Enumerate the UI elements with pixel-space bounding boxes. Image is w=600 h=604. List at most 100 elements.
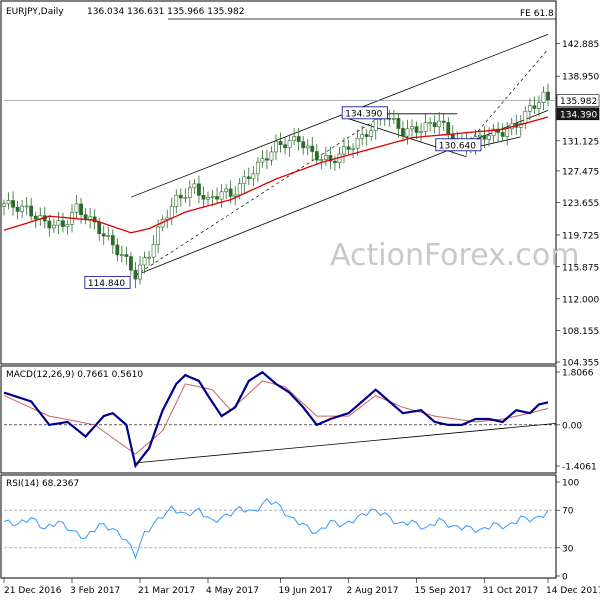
- rsi-layer: [3, 498, 556, 560]
- candle: [115, 244, 120, 256]
- macd-tick-label: 1.8066: [562, 369, 594, 379]
- candle: [328, 155, 333, 162]
- x-tick-label: 31 Oct 2017: [483, 586, 539, 596]
- candle: [546, 91, 550, 101]
- fib-label: FE 61.8: [520, 9, 554, 19]
- candle: [269, 151, 274, 161]
- macd-tick-label: 0.00: [562, 421, 582, 431]
- candle: [237, 183, 242, 196]
- candle: [351, 147, 355, 150]
- candle: [301, 141, 306, 149]
- candle: [441, 120, 446, 123]
- macd-tick-label: -1.4061: [562, 463, 597, 473]
- candle: [314, 151, 319, 161]
- y-tick-label: 138.950: [562, 73, 599, 83]
- candle: [79, 203, 83, 216]
- candle: [283, 144, 287, 149]
- candle: [537, 102, 541, 109]
- annotation-low-box: [84, 275, 131, 289]
- candle: [396, 118, 401, 129]
- annotation-mid-low: 130.640: [439, 141, 476, 151]
- price-tag: 134.390: [560, 110, 597, 120]
- y-tick-label: 115.875: [562, 263, 599, 273]
- y-tick-label: 123.655: [562, 199, 599, 209]
- candle: [360, 134, 365, 139]
- candle: [61, 220, 65, 227]
- rsi-tick-label: 0: [562, 573, 568, 583]
- candle: [224, 188, 229, 193]
- candle: [101, 233, 106, 237]
- candle: [355, 137, 360, 149]
- candle: [147, 256, 151, 259]
- candle: [255, 161, 260, 175]
- candle: [260, 158, 265, 163]
- candle: [505, 128, 510, 137]
- price-tag-box: [556, 107, 600, 121]
- x-tick-label: 19 Jun 2017: [279, 586, 333, 596]
- candle: [92, 216, 97, 223]
- candle: [482, 134, 487, 140]
- candle: [215, 196, 219, 200]
- candle: [206, 196, 210, 200]
- candle: [342, 146, 346, 155]
- candle: [142, 257, 147, 266]
- candle: [305, 145, 310, 149]
- x-tick-label: 2 Aug 2017: [347, 586, 399, 596]
- watermark: ActionForex.com: [330, 238, 579, 273]
- y-tick-label: 127.475: [562, 167, 599, 177]
- candle: [129, 256, 133, 271]
- candle: [428, 122, 433, 124]
- candle: [364, 134, 369, 137]
- candle: [446, 122, 451, 135]
- candle: [423, 122, 428, 132]
- candle: [228, 188, 233, 197]
- macd-layer: [3, 370, 557, 469]
- candle: [47, 220, 52, 229]
- candle: [11, 200, 15, 208]
- candle: [527, 105, 532, 112]
- candle: [292, 136, 297, 142]
- candle: [183, 197, 188, 199]
- candle: [523, 110, 528, 124]
- rsi-tick-label: 30: [562, 544, 574, 554]
- annotation-mid-low-box: [435, 138, 482, 152]
- channel-line: [135, 110, 549, 276]
- candle: [165, 217, 170, 220]
- candle: [487, 135, 491, 140]
- candle: [56, 220, 61, 226]
- x-tick-label: 21 Mar 2017: [138, 586, 195, 596]
- candle: [405, 128, 410, 137]
- rsi-tick-label: 100: [562, 479, 579, 489]
- annotation-high: 134.390: [345, 109, 382, 119]
- candle: [333, 160, 337, 163]
- candle: [88, 216, 93, 220]
- price-layer: 134.390 114.840 130.640: [2, 34, 556, 289]
- chart-header-symbol: EURJPY,Daily: [6, 7, 64, 17]
- candle: [310, 145, 315, 152]
- candle: [242, 176, 247, 184]
- candle: [500, 132, 505, 137]
- candle: [174, 194, 179, 207]
- candle: [346, 146, 351, 150]
- candle: [387, 118, 392, 120]
- candle: [178, 194, 183, 199]
- axis-layer: 142.885 138.950 135.982 134.390 131.125 127.4…: [3, 40, 600, 596]
- candle: [287, 140, 292, 149]
- x-tick-label: 15 Sep 2017: [415, 586, 472, 596]
- candle: [419, 131, 423, 133]
- fib-projection-line: [466, 49, 549, 146]
- candle: [74, 203, 79, 213]
- candle: [15, 206, 20, 212]
- candle: [51, 224, 56, 229]
- candle: [410, 126, 414, 130]
- candle: [437, 120, 442, 128]
- candle: [124, 254, 129, 257]
- moving-average-line: [3, 116, 549, 234]
- y-tick-label: 131.125: [562, 137, 599, 147]
- candle: [432, 122, 437, 128]
- candle: [296, 136, 301, 142]
- macd-label: MACD(12,26,9) 0.7661 0.5610: [6, 370, 143, 380]
- candle: [274, 141, 278, 153]
- price-tag-box: [556, 94, 600, 107]
- candle: [414, 126, 419, 133]
